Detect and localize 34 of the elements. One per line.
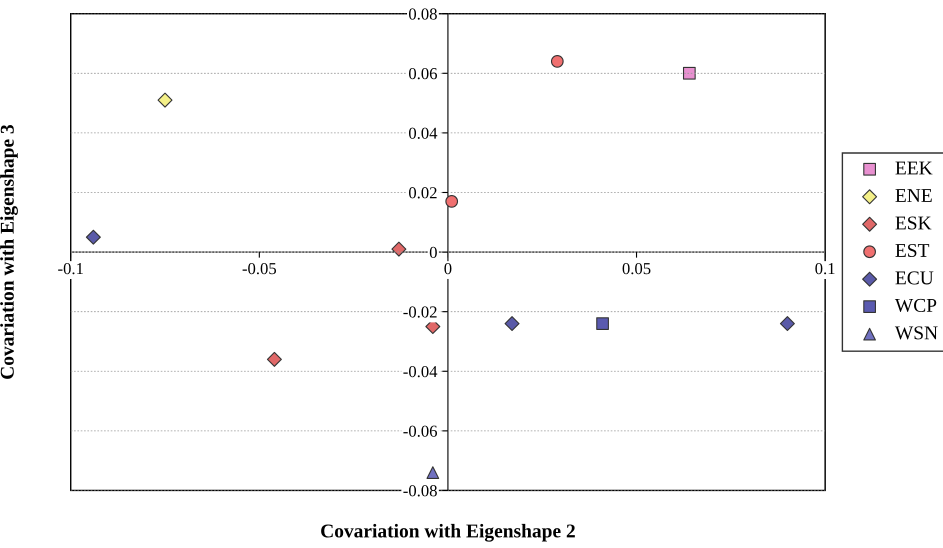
legend-label: ECU xyxy=(895,271,934,284)
x-axis-title: Covariation with Eigenshape 2 xyxy=(321,524,575,542)
y-axis-title: Covariation with Eigenshape 3 xyxy=(0,124,18,379)
legend-label: EST xyxy=(895,244,930,258)
point xyxy=(426,466,440,479)
legend-label: ESK xyxy=(895,216,932,230)
point xyxy=(780,316,795,332)
y-tick-label: -0.02 xyxy=(403,306,437,318)
y-tick-label: 0.06 xyxy=(408,68,438,80)
point xyxy=(391,242,406,257)
x-tick-label: 0 xyxy=(444,262,452,274)
x-tick-label: 0.1 xyxy=(815,262,835,274)
point xyxy=(596,317,609,330)
point xyxy=(266,352,282,367)
point xyxy=(504,316,520,332)
y-tick-label: 0.04 xyxy=(408,128,438,139)
legend-label: WCP xyxy=(894,298,936,312)
y-tick-label: -0.08 xyxy=(403,485,437,496)
y-tick-label: 0 xyxy=(430,246,437,258)
point xyxy=(550,55,564,68)
legend-label: EEK xyxy=(895,162,932,174)
x-tick-label: -0.05 xyxy=(242,262,276,274)
point xyxy=(445,195,458,208)
y-tick-label: -0.04 xyxy=(403,366,438,378)
legend-label: ENE xyxy=(895,189,932,202)
legend-label: WSN xyxy=(894,326,938,340)
point xyxy=(682,66,696,80)
point xyxy=(86,230,101,245)
y-tick-label: 0.02 xyxy=(408,187,437,199)
point xyxy=(158,92,173,108)
y-tick-label: 0.08 xyxy=(408,8,437,20)
y-tick-label: -0.06 xyxy=(403,426,438,437)
x-tick-label: -0.1 xyxy=(58,262,83,274)
x-tick-label: 0.05 xyxy=(622,262,650,274)
